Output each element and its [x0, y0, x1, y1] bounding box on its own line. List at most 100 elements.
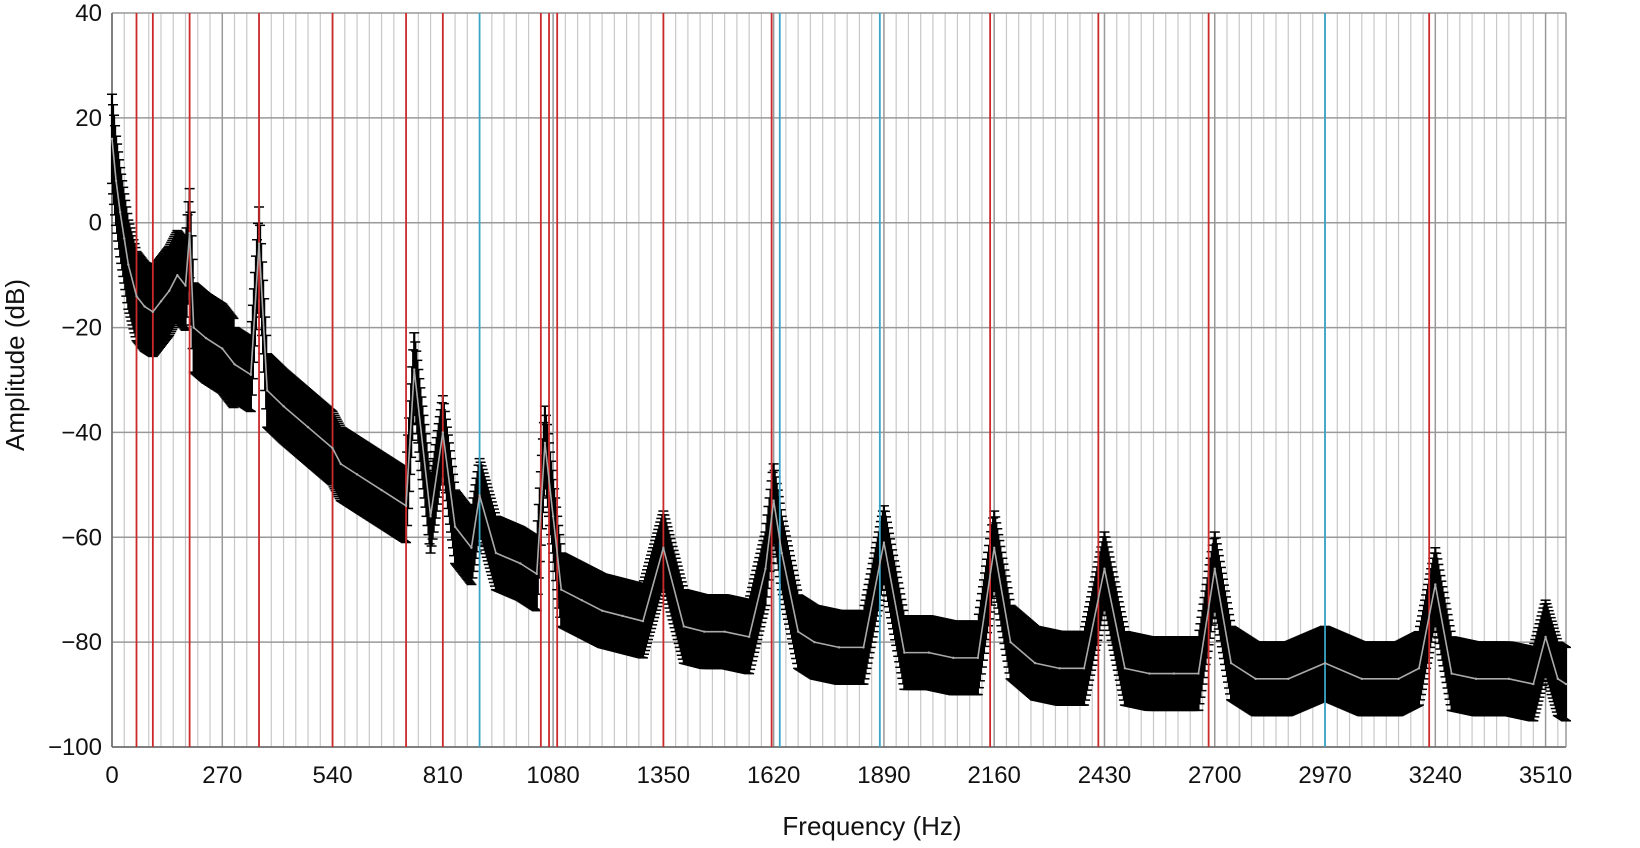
x-tick-label: 2160	[968, 762, 1021, 789]
data-point	[413, 368, 416, 371]
data-point	[257, 242, 261, 245]
data-point	[621, 614, 624, 618]
mean-series	[110, 137, 1568, 686]
data-point	[1323, 661, 1327, 665]
y-tick-labels: −100 −80 −60 −40 −20 0 20 40	[48, 0, 102, 761]
x-tick-label: 3240	[1409, 762, 1462, 789]
data-point	[519, 562, 522, 565]
data-point	[780, 551, 784, 555]
data-point	[380, 488, 383, 492]
data-point	[494, 551, 498, 555]
y-tick-label: −60	[61, 524, 102, 551]
data-point	[233, 363, 236, 366]
data-point	[1417, 667, 1421, 670]
data-point	[204, 336, 208, 340]
data-point	[1254, 677, 1257, 681]
data-point	[339, 462, 342, 466]
x-tick-label: 1350	[637, 762, 690, 789]
data-point	[188, 232, 191, 235]
data-point	[1360, 677, 1363, 681]
data-point	[266, 389, 269, 392]
data-point	[862, 646, 865, 649]
data-point	[143, 305, 146, 308]
data-point	[1103, 567, 1106, 570]
y-tick-label: −80	[61, 629, 102, 656]
y-tick-label: 20	[75, 105, 102, 132]
data-point	[703, 630, 706, 633]
data-point	[221, 347, 224, 350]
data-point	[1033, 661, 1037, 665]
data-point	[1009, 640, 1012, 644]
major-grid	[111, 12, 1567, 748]
data-point	[723, 630, 726, 633]
data-point	[1544, 635, 1547, 639]
data-point	[1082, 667, 1086, 670]
y-tick-label: −40	[61, 419, 102, 446]
data-point	[249, 373, 253, 376]
data-point	[1172, 672, 1176, 675]
data-point	[837, 646, 841, 649]
data-point	[184, 284, 187, 287]
y-tick-label: −20	[61, 315, 102, 342]
x-tick-labels: 0 270 540 810 1080 1350 1620 1890 2160 2430 2700 29…	[105, 762, 1572, 789]
data-point	[1397, 677, 1400, 681]
data-point	[1507, 677, 1511, 681]
data-point	[441, 431, 445, 434]
data-point	[1287, 677, 1290, 681]
data-point	[747, 635, 751, 639]
x-axis-title: Frequency (Hz)	[782, 811, 961, 841]
x-tick-label: 1620	[747, 762, 800, 789]
data-point	[110, 137, 114, 141]
data-point	[192, 326, 195, 329]
data-point	[404, 504, 408, 508]
data-point	[470, 546, 473, 549]
data-point	[1148, 672, 1151, 675]
data-point	[1213, 567, 1216, 570]
data-point	[159, 300, 163, 303]
x-tick-label: 2430	[1078, 762, 1131, 789]
data-point	[641, 619, 645, 623]
data-point	[560, 588, 563, 591]
data-point	[796, 630, 800, 633]
data-point	[580, 599, 583, 602]
mean-line	[111, 138, 1567, 685]
data-point	[282, 405, 285, 408]
data-point	[1532, 682, 1535, 686]
marker-lines	[135, 13, 1431, 747]
data-point	[813, 640, 816, 644]
x-tick-label: 540	[313, 762, 353, 789]
x-tick-label: 1890	[857, 762, 910, 789]
x-tick-label: 2700	[1188, 762, 1241, 789]
data-point	[1197, 672, 1200, 675]
x-tick-label: 810	[423, 762, 463, 789]
data-point	[1564, 682, 1568, 686]
data-point	[882, 541, 886, 544]
y-axis-title: Amplitude (dB)	[0, 279, 30, 451]
data-point	[355, 473, 359, 476]
data-point	[123, 237, 126, 240]
x-tick-label: 0	[105, 762, 118, 789]
data-point	[952, 656, 955, 660]
data-point	[127, 263, 130, 266]
data-point	[176, 273, 179, 277]
x-tick-label: 270	[202, 762, 242, 789]
data-point	[551, 515, 555, 518]
x-tick-label: 2970	[1298, 762, 1351, 789]
y-tick-label: 0	[89, 210, 102, 237]
data-point	[1556, 677, 1560, 681]
data-point	[682, 625, 685, 628]
data-point	[600, 609, 604, 612]
data-point	[306, 425, 310, 429]
data-point	[903, 651, 906, 654]
data-point	[1450, 672, 1453, 675]
data-point	[772, 499, 775, 502]
x-tick-label: 3510	[1519, 762, 1572, 789]
data-point	[167, 289, 171, 293]
data-point	[535, 572, 538, 576]
data-point	[927, 651, 931, 654]
data-point	[976, 656, 980, 660]
data-point	[331, 446, 334, 450]
data-point	[135, 294, 138, 298]
data-point	[114, 179, 118, 182]
